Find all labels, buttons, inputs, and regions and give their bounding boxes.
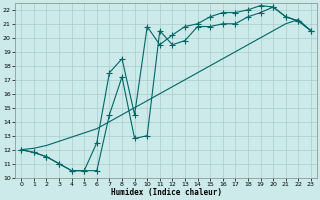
X-axis label: Humidex (Indice chaleur): Humidex (Indice chaleur) <box>111 188 221 197</box>
